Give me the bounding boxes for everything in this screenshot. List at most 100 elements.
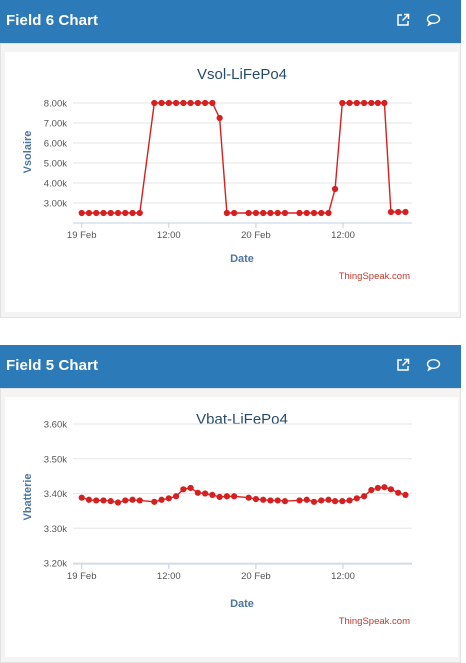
panel-header: Field 6 Chart <box>0 0 461 43</box>
data-point <box>339 498 346 505</box>
data-point <box>100 497 107 504</box>
data-point <box>353 99 360 107</box>
data-point <box>209 491 216 498</box>
data-point <box>165 495 172 502</box>
data-point <box>136 209 143 217</box>
data-point <box>303 209 310 217</box>
y-tick-label: 7.00k <box>44 119 67 130</box>
data-point <box>318 497 325 504</box>
data-point <box>374 99 381 107</box>
data-point <box>260 209 267 217</box>
data-point <box>402 491 409 498</box>
data-point <box>395 208 402 216</box>
field-6-panel: Field 6 Chart Vsol-LiFePo4 Vsolaire Date… <box>0 0 462 318</box>
grid <box>73 423 412 564</box>
x-tick-label: 19 Feb <box>67 571 97 582</box>
data-point <box>296 209 303 217</box>
data-point <box>296 497 303 504</box>
chart-credit[interactable]: ThingSpeak.com <box>339 616 410 627</box>
data-point <box>368 99 375 107</box>
x-axis-label: Date <box>230 598 254 610</box>
data-point <box>129 496 136 503</box>
chart-title: Vsol-LiFePo4 <box>197 66 287 83</box>
data-point <box>252 495 260 503</box>
y-tick-label: 3.00k <box>44 199 67 210</box>
data-point <box>381 484 388 491</box>
chart-vbat: Vbat-LiFePo4 Vbatterie Date ThingSpeak.c… <box>22 411 412 627</box>
chart-credit[interactable]: ThingSpeak.com <box>339 271 410 282</box>
data-point <box>93 497 100 504</box>
data-point <box>245 209 252 217</box>
data-point <box>100 209 107 217</box>
data-point <box>187 484 194 492</box>
data-point <box>381 99 388 107</box>
data-point <box>194 99 201 107</box>
data-point <box>402 208 409 216</box>
y-tick-label: 3.20k <box>44 559 67 570</box>
panel-header: Field 5 Chart <box>0 345 461 388</box>
chart-card: Vsol-LiFePo4 Vsolaire Date ThingSpeak.co… <box>5 52 458 312</box>
data-point <box>122 497 129 504</box>
data-point <box>223 209 230 217</box>
y-tick-label: 8.00k <box>44 99 67 110</box>
data-point <box>339 99 346 107</box>
data-point <box>387 208 395 216</box>
data-point <box>165 99 172 107</box>
data-point <box>310 209 318 217</box>
data-point <box>331 498 339 505</box>
y-tick-label: 4.00k <box>44 179 67 190</box>
data-point <box>325 496 332 503</box>
panel-body: Vsol-LiFePo4 Vsolaire Date ThingSpeak.co… <box>0 43 461 318</box>
data-point <box>180 99 187 107</box>
data-point <box>353 495 360 502</box>
data-point <box>151 498 158 505</box>
data-point <box>281 498 289 505</box>
panel-body: Vbat-LiFePo4 Vbatterie Date ThingSpeak.c… <box>0 388 461 663</box>
field-5-panel: Field 5 Chart Vbat-LiFePo4 Vbatterie Dat… <box>0 345 462 663</box>
data-point <box>310 498 318 505</box>
data-point <box>231 493 238 500</box>
data-point <box>93 209 100 217</box>
data-point <box>360 99 368 107</box>
chart-title: Vbat-LiFePo4 <box>196 411 288 428</box>
y-tick-label: 3.50k <box>44 454 67 465</box>
data-point <box>223 493 230 500</box>
data-point <box>274 209 281 217</box>
data-point <box>346 497 353 504</box>
data-point <box>78 494 85 501</box>
x-tick-label: 12:00 <box>331 571 355 582</box>
data-point <box>231 209 238 217</box>
x-tick-label: 20 Feb <box>241 230 271 241</box>
data-point <box>180 486 187 493</box>
comment-icon[interactable] <box>426 13 441 27</box>
data-point <box>85 209 93 217</box>
y-tick-label: 5.00k <box>44 159 67 170</box>
data-point <box>187 99 194 107</box>
data-point <box>368 486 375 494</box>
x-tick-label: 19 Feb <box>67 230 97 241</box>
external-link-icon[interactable] <box>396 358 410 372</box>
data-point <box>281 209 289 217</box>
data-point <box>346 99 353 107</box>
data-point <box>216 114 223 122</box>
series-line <box>81 102 406 214</box>
y-tick-label: 3.40k <box>44 489 67 500</box>
y-tick-label: 3.60k <box>44 420 67 431</box>
chart-vsol: Vsol-LiFePo4 Vsolaire Date ThingSpeak.co… <box>22 66 412 282</box>
data-point <box>151 99 158 107</box>
data-point <box>172 493 180 500</box>
data-point <box>360 493 368 500</box>
external-link-icon[interactable] <box>396 13 410 27</box>
data-point <box>387 486 395 493</box>
x-axis-label: Date <box>230 253 254 265</box>
data-point <box>318 209 325 217</box>
data-point <box>129 209 136 217</box>
data-point <box>194 489 201 496</box>
data-point <box>114 209 122 217</box>
data-point <box>245 494 252 501</box>
data-point <box>216 493 223 501</box>
y-tick-label: 6.00k <box>44 139 67 150</box>
comment-icon[interactable] <box>426 358 441 372</box>
data-point <box>158 496 165 503</box>
x-tick-label: 12:00 <box>331 230 355 241</box>
